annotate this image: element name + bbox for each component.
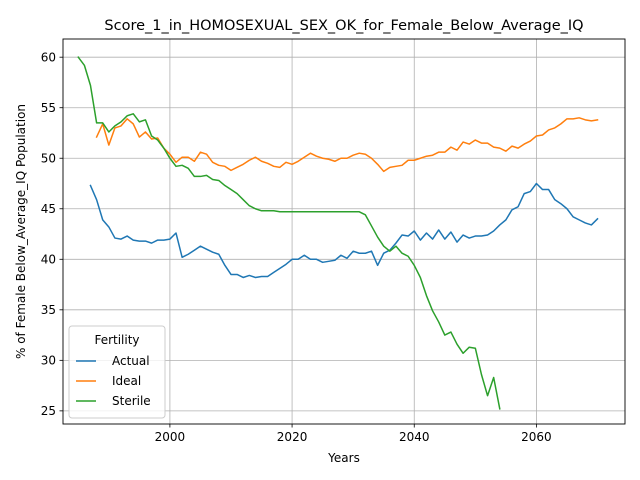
x-tick-label: 2040 [399, 430, 430, 444]
legend-frame [68, 325, 166, 419]
legend-title: Fertility [94, 333, 139, 347]
y-tick-label: 30 [41, 354, 56, 368]
y-tick-label: 35 [41, 303, 56, 317]
y-axis-ticks: 25 30 35 40 45 50 55 60 [41, 50, 63, 418]
plot-frame [62, 38, 626, 425]
legend-label-ideal: Ideal [112, 374, 141, 388]
y-tick-label: 25 [41, 404, 56, 418]
y-tick-label: 55 [41, 101, 56, 115]
y-tick-label: 60 [41, 50, 56, 64]
series-lines [77, 56, 599, 410]
y-axis-label: % of Female Below_Average_IQ Population [14, 104, 28, 359]
x-tick-label: 2060 [521, 430, 552, 444]
series-line-sterile [77, 56, 501, 410]
x-tick-label: 2000 [155, 430, 186, 444]
y-tick-label: 45 [41, 202, 56, 216]
y-tick-label: 50 [41, 152, 56, 166]
chart-title: Score_1_in_HOMOSEXUAL_SEX_OK_for_Female_… [104, 18, 583, 34]
legend-entries: Actual Ideal Sterile [76, 354, 151, 408]
x-tick-label: 2020 [277, 430, 308, 444]
series-line-actual [89, 182, 599, 279]
legend-label-sterile: Sterile [112, 394, 151, 408]
y-tick-label: 40 [41, 253, 56, 267]
x-axis-label: Years [327, 451, 360, 465]
legend: Fertility Actual Ideal Sterile [68, 325, 166, 419]
legend-label-actual: Actual [112, 354, 150, 368]
x-axis-ticks: 2000 2020 2040 2060 [155, 424, 552, 444]
series-line-ideal [95, 117, 599, 173]
